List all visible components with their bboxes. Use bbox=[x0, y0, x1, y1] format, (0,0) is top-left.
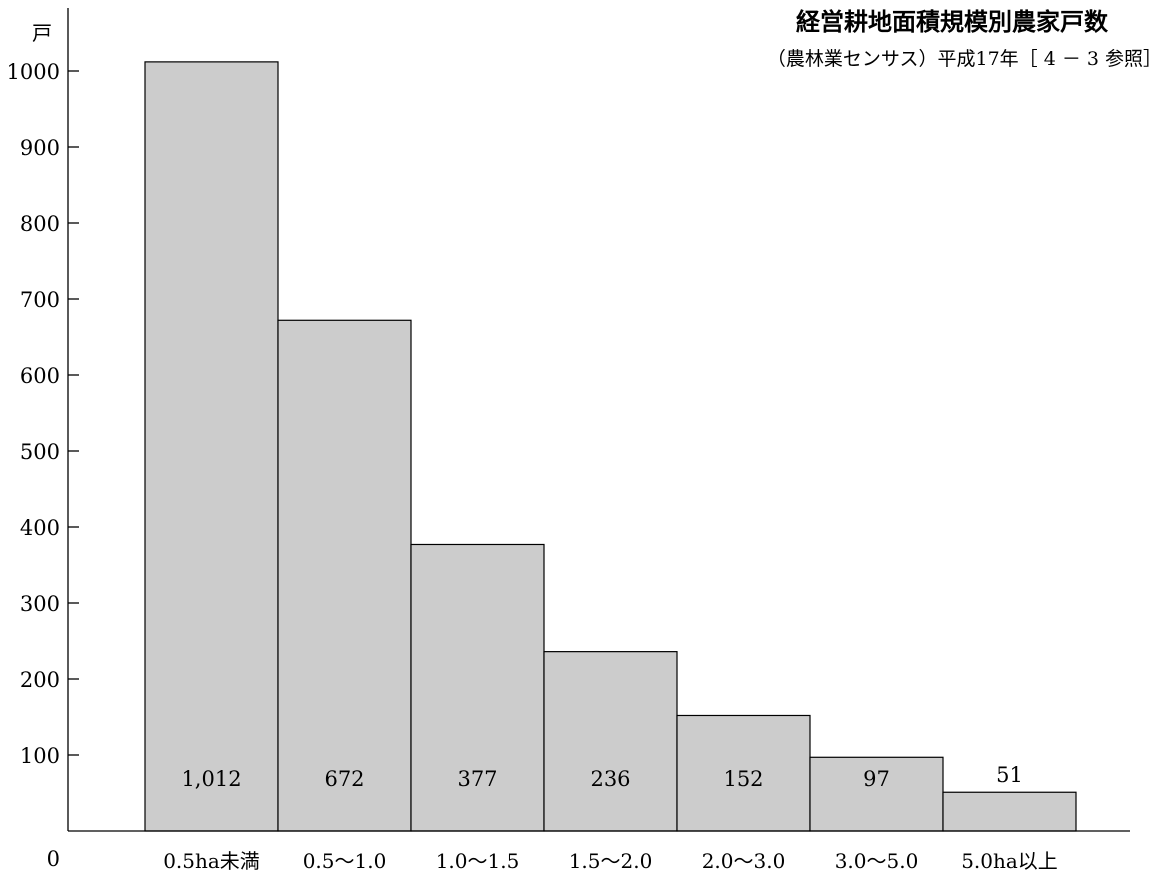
y-axis-ticks: 0 100 200 300 400 500 600 700 800 900 1000 bbox=[7, 60, 79, 871]
y-tick-label: 800 bbox=[20, 212, 60, 236]
y-tick-label: 600 bbox=[20, 364, 60, 388]
data-label: 377 bbox=[457, 767, 497, 791]
bar bbox=[410, 543, 545, 832]
y-tick-label: 100 bbox=[20, 744, 60, 768]
bar bbox=[543, 651, 678, 832]
y-tick-label: 300 bbox=[20, 592, 60, 616]
bar bbox=[676, 714, 811, 832]
y-tick-label: 0 bbox=[47, 847, 60, 871]
y-axis-unit-label: 戸 bbox=[32, 21, 52, 45]
y-tick-label: 900 bbox=[20, 136, 60, 160]
bar bbox=[809, 756, 944, 832]
data-label: 1,012 bbox=[181, 767, 241, 791]
data-label: 51 bbox=[996, 763, 1023, 787]
category-labels: 0.5ha未満 0.5～1.0 1.0～1.5 1.5～2.0 2.0～3.0 3.0～5… bbox=[163, 849, 1058, 873]
bar bbox=[144, 61, 279, 832]
x-category-label: 3.0～5.0 bbox=[835, 849, 919, 873]
bar bbox=[942, 791, 1077, 832]
x-category-label: 0.5ha未満 bbox=[163, 849, 260, 873]
x-category-label: 0.5～1.0 bbox=[303, 849, 387, 873]
data-label: 236 bbox=[590, 767, 630, 791]
data-label: 672 bbox=[324, 767, 364, 791]
y-tick-label: 1000 bbox=[7, 60, 60, 84]
bar bbox=[277, 319, 412, 832]
y-tick-label: 500 bbox=[20, 440, 60, 464]
x-category-label: 5.0ha以上 bbox=[961, 849, 1058, 873]
x-category-label: 2.0～3.0 bbox=[702, 849, 786, 873]
x-category-label: 1.5～2.0 bbox=[569, 849, 653, 873]
bars bbox=[144, 61, 1077, 832]
y-tick-label: 400 bbox=[20, 516, 60, 540]
value-labels: 1,012 672 377 236 152 97 51 bbox=[181, 763, 1022, 791]
chart-subtitle: （農林業センサス）平成17年［ 4 － 3 参照］ bbox=[767, 48, 1162, 70]
chart-title: 経営耕地面積規模別農家戸数 bbox=[796, 8, 1109, 36]
data-label: 97 bbox=[863, 767, 890, 791]
x-category-label: 1.0～1.5 bbox=[436, 849, 520, 873]
y-tick-label: 200 bbox=[20, 668, 60, 692]
data-label: 152 bbox=[723, 767, 763, 791]
y-tick-label: 700 bbox=[20, 288, 60, 312]
